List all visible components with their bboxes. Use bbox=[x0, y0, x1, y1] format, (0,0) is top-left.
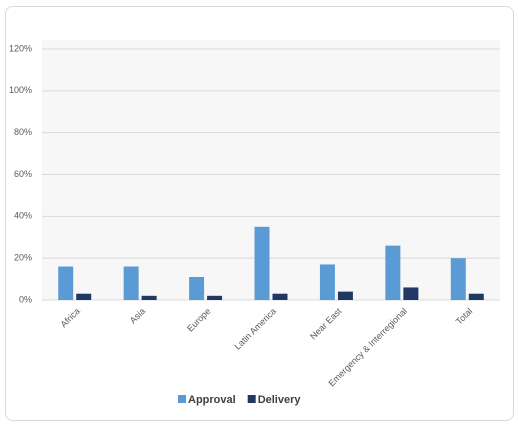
bar bbox=[123, 266, 139, 300]
bar bbox=[272, 293, 288, 300]
y-tick-label: 100% bbox=[9, 85, 32, 95]
bar bbox=[385, 245, 401, 300]
bar bbox=[468, 293, 484, 300]
bar bbox=[319, 264, 335, 300]
bar bbox=[254, 226, 270, 300]
y-tick-label: 80% bbox=[14, 127, 32, 137]
bar bbox=[189, 276, 205, 300]
legend-swatch bbox=[247, 395, 256, 403]
y-tick-label: 20% bbox=[14, 253, 32, 263]
bar bbox=[76, 293, 92, 300]
legend-swatch bbox=[178, 395, 186, 403]
bar bbox=[58, 266, 74, 300]
bar bbox=[450, 258, 466, 300]
x-tick-label: Europe bbox=[185, 306, 213, 334]
legend-label: Delivery bbox=[258, 394, 302, 406]
bar bbox=[141, 295, 157, 300]
bar bbox=[403, 287, 419, 300]
bar bbox=[337, 291, 353, 300]
legend-label: Approval bbox=[188, 394, 236, 406]
x-tick-label: Latin America bbox=[232, 306, 278, 352]
y-tick-label: 40% bbox=[14, 211, 32, 221]
x-tick-label: Total bbox=[454, 306, 475, 327]
y-tick-label: 0% bbox=[19, 294, 32, 304]
x-tick-label: Asia bbox=[128, 306, 147, 325]
plot-area bbox=[42, 40, 500, 300]
legend: Approval Delivery bbox=[178, 394, 301, 406]
bar bbox=[207, 295, 223, 300]
x-tick-label: Africa bbox=[58, 306, 81, 329]
x-tick-label: Emergency & Interregional bbox=[327, 306, 409, 388]
x-tick-label: Near East bbox=[308, 306, 344, 342]
y-tick-label: 60% bbox=[14, 169, 32, 179]
y-tick-label: 120% bbox=[9, 43, 32, 53]
